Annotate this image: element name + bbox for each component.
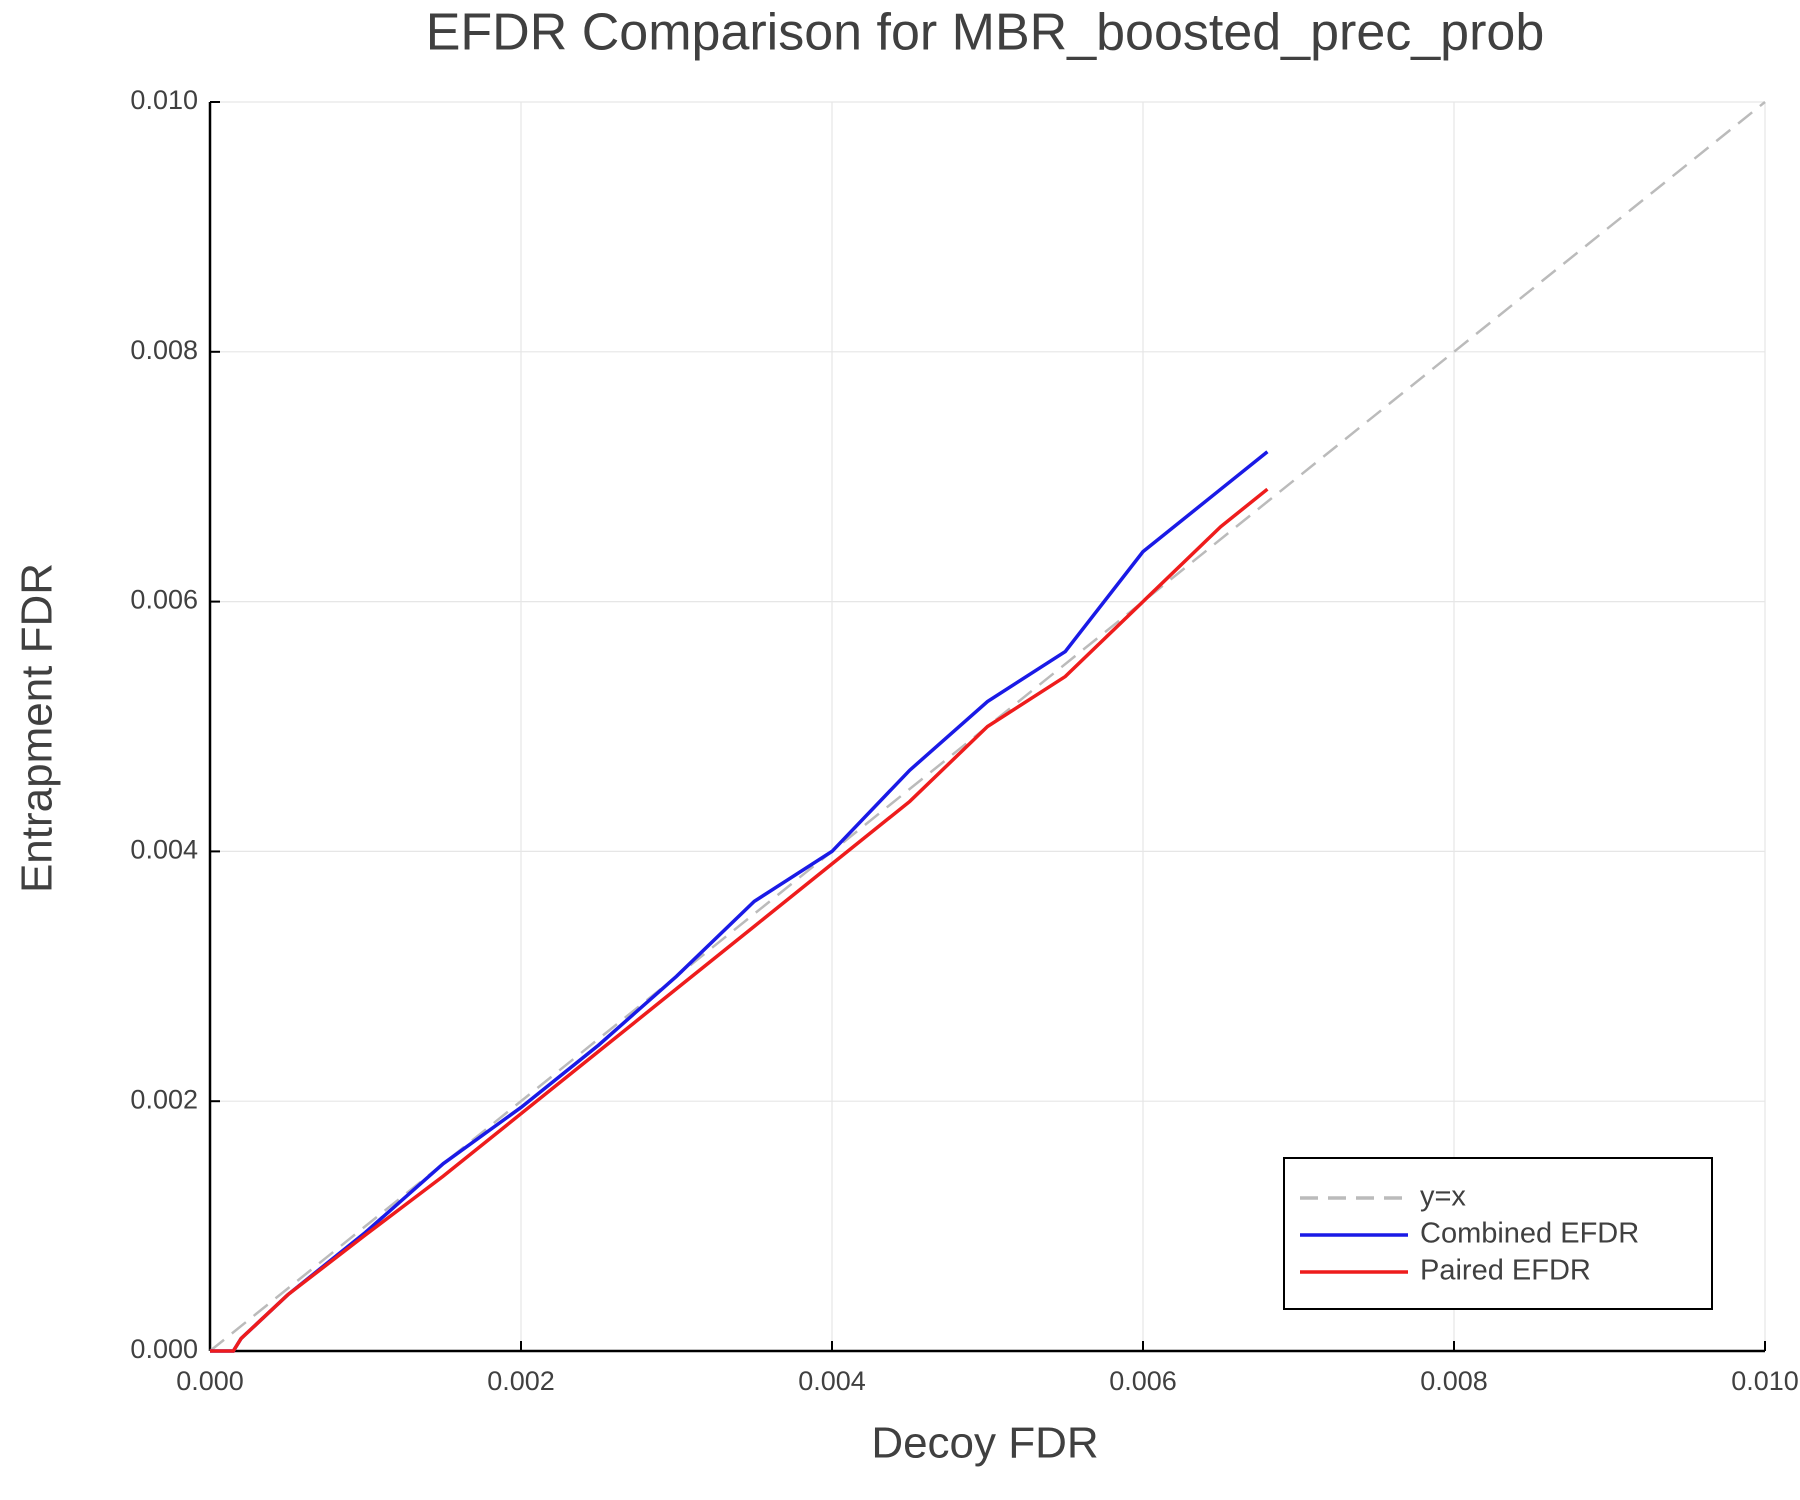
- y-tick-label: 0.008: [130, 335, 198, 365]
- x-tick-label: 0.004: [798, 1366, 866, 1396]
- series-line: [210, 487, 1269, 1353]
- series-line: [210, 450, 1269, 1353]
- y-tick-label: 0.002: [130, 1084, 198, 1114]
- legend-label: y=x: [1420, 1181, 1466, 1213]
- x-tick-label: 0.008: [1420, 1366, 1488, 1396]
- y-tick-label: 0.010: [130, 85, 198, 115]
- legend-label: Combined EFDR: [1420, 1218, 1639, 1250]
- y-axis-label: Entrapment FDR: [13, 563, 62, 893]
- legend-label: Paired EFDR: [1420, 1255, 1591, 1287]
- x-tick-label: 0.002: [487, 1366, 555, 1396]
- y-tick-label: 0.000: [130, 1334, 198, 1364]
- y-tick-label: 0.004: [130, 835, 198, 865]
- x-tick-label: 0.006: [1109, 1366, 1177, 1396]
- chart-title: EFDR Comparison for MBR_boosted_prec_pro…: [426, 4, 1545, 62]
- y-tick-label: 0.006: [130, 585, 198, 615]
- x-axis-label: Decoy FDR: [871, 1419, 1098, 1468]
- x-tick-label: 0.000: [176, 1366, 244, 1396]
- x-tick-label: 0.010: [1731, 1366, 1799, 1396]
